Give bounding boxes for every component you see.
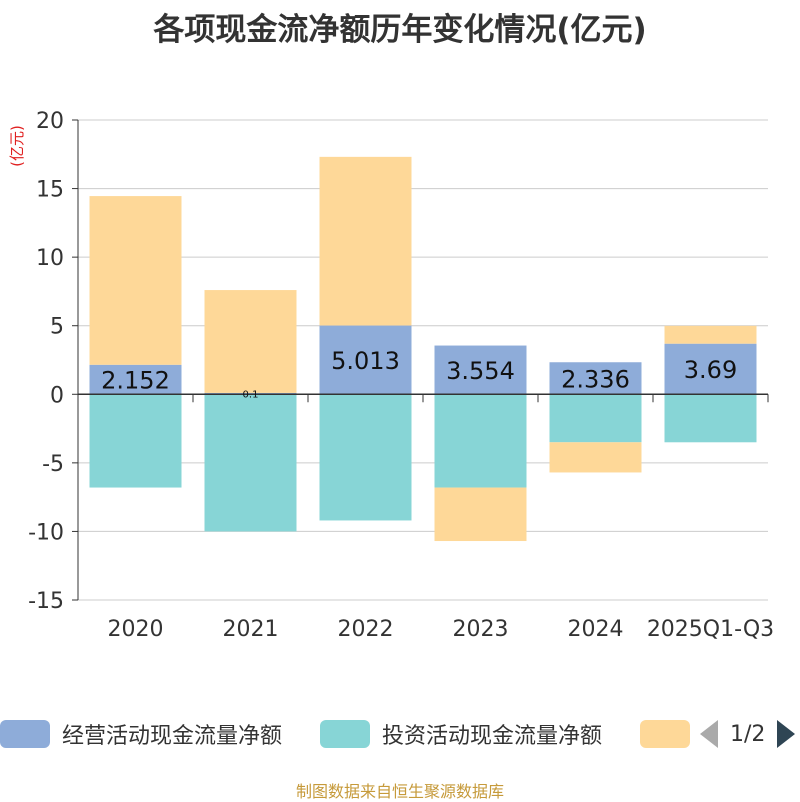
bar-investing-2020 <box>89 394 182 488</box>
y-tick-label: 20 <box>36 109 64 134</box>
x-tick-label-2020: 2020 <box>108 617 164 642</box>
bar-financing-2023 <box>434 487 527 542</box>
y-axis-label: (亿元) <box>8 125 26 167</box>
bar-investing-2021 <box>204 394 297 532</box>
bar-operating-2022 <box>319 325 412 395</box>
x-tick-label-2022: 2022 <box>338 617 394 642</box>
x-tick-label-2025Q1-Q3: 2025Q1-Q3 <box>647 617 774 642</box>
bar-investing-2023 <box>434 394 527 488</box>
bar-investing-2022 <box>319 394 412 521</box>
data-label-operating-2022: 5.013 <box>331 347 400 375</box>
legend-swatch-investing <box>320 720 370 748</box>
chart-title: 各项现金流净额历年变化情况(亿元) <box>153 12 647 48</box>
bar-financing-2025Q1-Q3 <box>664 325 757 344</box>
bar-financing-2021 <box>204 290 297 393</box>
y-tick-label: 10 <box>36 246 64 271</box>
legend-pager: 1/2 <box>700 716 796 752</box>
legend-swatch-financing <box>640 720 690 748</box>
x-tick-label-2021: 2021 <box>223 617 279 642</box>
data-label-operating-2025Q1-Q3: 3.69 <box>684 356 737 384</box>
bar-financing-2022 <box>319 156 412 326</box>
x-tick-label-2023: 2023 <box>453 617 509 642</box>
bar-financing-2020 <box>89 196 182 365</box>
y-tick-label: 15 <box>36 178 64 203</box>
legend-label-investing: 投资活动现金流量净额 <box>382 724 603 749</box>
pager-prev-icon[interactable] <box>700 720 718 748</box>
bar-operating-2023 <box>434 345 527 395</box>
legend-item-operating[interactable]: 经营活动现金流量净额 <box>0 716 282 752</box>
bar-financing-2024 <box>549 442 642 473</box>
y-tick-label: -10 <box>28 520 64 545</box>
y-tick-label: -5 <box>42 452 64 477</box>
legend-item-investing[interactable]: 投资活动现金流量净额 <box>320 716 602 752</box>
legend-swatch-operating <box>0 720 50 748</box>
bar-investing-2024 <box>549 394 642 443</box>
x-tick-label-2024: 2024 <box>568 617 624 642</box>
pager-text: 1/2 <box>730 721 766 747</box>
bar-operating-2025Q1-Q3 <box>664 343 757 395</box>
y-tick-label: -15 <box>28 589 64 614</box>
source-note: 制图数据来自恒生聚源数据库 <box>295 782 504 801</box>
bar-operating-2020 <box>89 364 182 395</box>
y-tick-label: 5 <box>50 315 64 340</box>
legend-item-financing[interactable] <box>640 716 702 752</box>
data-label-operating-2020: 2.152 <box>101 367 170 395</box>
data-label-operating-2021: 0.1 <box>243 389 259 400</box>
bar-operating-2024 <box>549 362 642 395</box>
bar-investing-2025Q1-Q3 <box>664 394 757 443</box>
legend-label-operating: 经营活动现金流量净额 <box>62 724 283 749</box>
y-tick-label: 0 <box>50 383 64 408</box>
data-label-operating-2023: 3.554 <box>446 357 515 385</box>
pager-next-icon[interactable] <box>777 720 796 748</box>
data-label-operating-2024: 2.336 <box>561 365 630 393</box>
